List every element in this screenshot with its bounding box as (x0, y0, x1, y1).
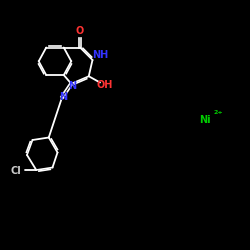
Text: NH: NH (92, 50, 108, 60)
Text: O: O (76, 26, 84, 36)
Text: N: N (59, 92, 67, 102)
Text: OH: OH (97, 80, 113, 90)
Text: N: N (68, 81, 76, 91)
Text: 2+: 2+ (214, 110, 224, 115)
Text: Ni: Ni (199, 115, 211, 125)
Text: Cl: Cl (11, 166, 22, 176)
